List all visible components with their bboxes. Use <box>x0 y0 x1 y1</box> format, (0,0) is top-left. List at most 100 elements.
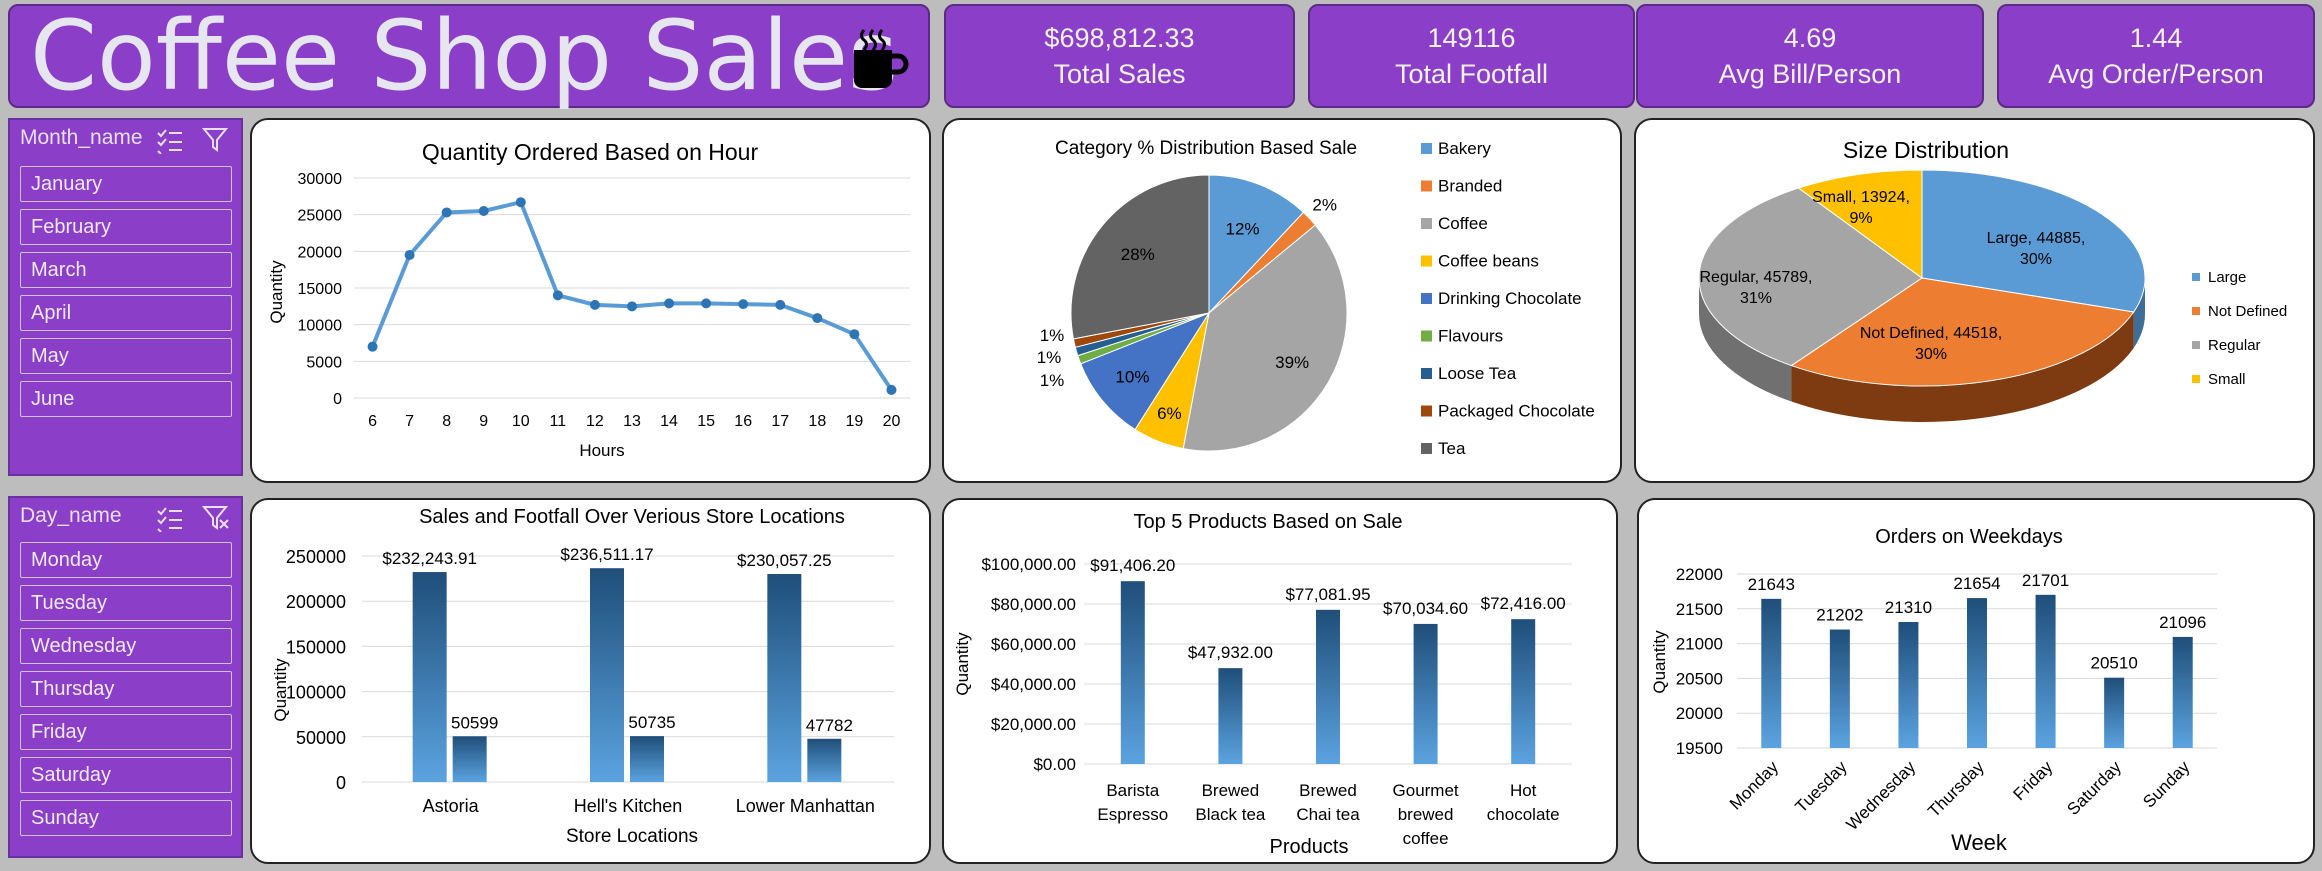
legend-label: Regular <box>2208 337 2261 354</box>
bar <box>2035 594 2056 748</box>
data-label: 21643 <box>1748 575 1795 594</box>
bar <box>2104 677 2125 748</box>
multi-select-icon[interactable] <box>156 128 184 154</box>
data-label: $236,511.17 <box>560 545 653 564</box>
data-label: Not Defined, 44518, 30% <box>1860 325 2002 363</box>
slicer-item-saturday[interactable]: Saturday <box>20 757 232 793</box>
category-pie-chart: Category % Distribution Based Sale 12% 2% 3… <box>1037 138 1595 458</box>
legend-label: Packaged Chocolate <box>1438 402 1595 421</box>
data-label: 1% <box>1040 326 1065 345</box>
x-tick-label: Barista <box>1106 781 1159 800</box>
legend-label: Coffee <box>1438 214 1488 233</box>
slicer-item-june[interactable]: June <box>20 381 232 417</box>
x-tick-label: 14 <box>660 413 678 430</box>
data-label: 6% <box>1157 404 1182 423</box>
x-tick-label: 6 <box>368 413 377 430</box>
pie-slice <box>1790 277 2135 387</box>
data-label: 2% <box>1312 195 1337 214</box>
slicer-item-thursday[interactable]: Thursday <box>20 671 232 707</box>
legend-swatch <box>2192 341 2200 349</box>
data-point <box>441 207 452 218</box>
legend-swatch <box>1421 180 1432 192</box>
data-point <box>812 313 823 324</box>
pie-slice <box>1797 169 1923 279</box>
x-tick-label: 16 <box>734 413 752 430</box>
slicer-item-friday[interactable]: Friday <box>20 714 232 750</box>
x-axis-title: Hours <box>579 441 624 460</box>
data-point <box>738 299 749 310</box>
kpi-value: 4.69 <box>1783 23 1837 53</box>
data-label: 1% <box>1040 371 1065 390</box>
data-label: $70,034.60 <box>1383 599 1468 618</box>
legend-swatch <box>1421 218 1432 229</box>
slicer-item-tuesday[interactable]: Tuesday <box>20 585 232 621</box>
x-tick-label: brewed <box>1398 805 1454 824</box>
bar <box>767 574 802 782</box>
data-point <box>664 298 675 309</box>
y-tick-label: 30000 <box>298 171 343 188</box>
x-tick-label: 18 <box>808 413 826 430</box>
title-banner: Coffee Shop Sales <box>8 0 930 112</box>
slicer-item-monday[interactable]: Monday <box>20 542 232 578</box>
kpi-label: Total Footfall <box>1394 59 1549 89</box>
pie-slice <box>1698 187 1923 367</box>
month-slicer[interactable]: Month_name January February March April … <box>8 118 243 476</box>
legend-label: Branded <box>1438 177 1502 196</box>
y-tick-label: 100000 <box>286 683 346 703</box>
legend-swatch <box>1421 255 1432 267</box>
data-label: $77,081.95 <box>1285 585 1370 604</box>
pie-side <box>1791 312 2134 423</box>
x-tick-label: 8 <box>442 413 451 430</box>
data-point <box>701 298 712 309</box>
clear-filter-icon[interactable] <box>202 126 232 154</box>
data-label: 28% <box>1121 245 1155 264</box>
slicer-item-february[interactable]: February <box>20 209 232 245</box>
slicer-item-march[interactable]: March <box>20 252 232 288</box>
y-tick-label: 19500 <box>1676 739 1723 758</box>
bar <box>1413 623 1438 764</box>
y-tick-label: 15000 <box>298 281 343 298</box>
slicer-item-sunday[interactable]: Sunday <box>20 800 232 836</box>
y-tick-label: 10000 <box>298 318 343 335</box>
y-tick-label: 25000 <box>298 208 343 225</box>
data-label: $91,406.20 <box>1090 556 1175 575</box>
legend-label: Bakery <box>1438 139 1491 158</box>
pie-slice <box>1080 311 1211 431</box>
y-tick-label: 50000 <box>296 728 346 748</box>
legend-swatch <box>1421 368 1432 379</box>
slicer-item-may[interactable]: May <box>20 338 232 374</box>
multi-select-icon[interactable] <box>156 506 184 532</box>
x-tick-label: Tuesday <box>1792 757 1851 816</box>
x-tick-label: Chai tea <box>1296 805 1360 824</box>
bar <box>630 736 664 782</box>
data-point <box>552 290 563 301</box>
data-label: $72,416.00 <box>1481 594 1566 613</box>
data-point <box>404 250 415 260</box>
data-label: 20510 <box>2091 654 2138 673</box>
legend-swatch <box>1421 143 1432 154</box>
slicer-header: Month_name <box>20 126 143 149</box>
pie-side <box>1699 278 1792 402</box>
pie-slice <box>1208 174 1305 315</box>
pie-slice <box>1070 174 1210 340</box>
slicer-item-april[interactable]: April <box>20 295 232 331</box>
x-tick-label: Wednesday <box>1843 757 1920 834</box>
y-tick-label: 250000 <box>286 547 346 567</box>
legend-swatch <box>1421 293 1432 304</box>
bar <box>1120 581 1145 764</box>
coffee-cup-icon <box>854 29 909 88</box>
clear-filter-icon[interactable] <box>202 504 232 532</box>
slicer-item-january[interactable]: January <box>20 166 232 202</box>
day-slicer[interactable]: Day_name Monday Tuesday Wednesday Thursd… <box>8 496 243 858</box>
data-label: 21202 <box>1816 606 1863 625</box>
data-label: 21310 <box>1885 598 1932 617</box>
data-point <box>515 197 526 208</box>
x-tick-label: 17 <box>771 413 789 430</box>
data-label: 47782 <box>806 716 853 735</box>
slicer-item-wednesday[interactable]: Wednesday <box>20 628 232 664</box>
data-point <box>775 299 786 310</box>
data-label: Small, 13924, 9% <box>1812 189 1910 227</box>
data-point <box>849 329 860 340</box>
bar <box>1967 598 1987 748</box>
legend-swatch <box>1421 443 1432 454</box>
